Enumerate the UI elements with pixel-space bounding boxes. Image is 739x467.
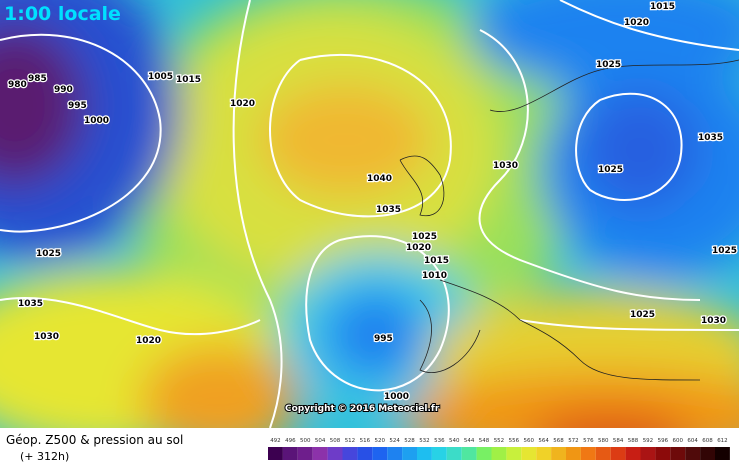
isobar-label: 1030 [34, 332, 59, 342]
isobar-label: 1015 [650, 2, 675, 12]
legend-swatch [372, 447, 388, 460]
legend-swatch [566, 447, 581, 460]
legend-label: 584 [613, 438, 624, 444]
isobar-label: 1035 [698, 133, 723, 143]
legend-swatch [431, 447, 447, 460]
isobar-label: 990 [54, 85, 73, 95]
legend-label: 528 [404, 438, 415, 444]
legend-swatch [402, 447, 417, 460]
isobar-label: 1020 [624, 18, 649, 28]
isobar-label: 1040 [367, 174, 392, 184]
legend-label: 552 [494, 438, 505, 444]
legend-label: 512 [345, 438, 356, 444]
legend-label: 524 [389, 438, 400, 444]
footer-lead: (+ 312h) [20, 450, 69, 463]
isobar-label: 1025 [712, 246, 737, 256]
coastlines [399, 59, 739, 381]
legend-label: 536 [434, 438, 445, 444]
isobar-label: 1000 [384, 392, 409, 402]
legend-label: 504 [315, 438, 326, 444]
isobar-lines [0, 0, 739, 428]
isobar-label: 1020 [230, 99, 255, 109]
legend-swatch [312, 447, 328, 460]
legend-swatch [342, 447, 358, 460]
legend-label: 520 [375, 438, 386, 444]
isobar-label: 1030 [493, 161, 518, 171]
legend-swatch [670, 447, 686, 460]
legend-label: 576 [583, 438, 594, 444]
legend-label: 568 [553, 438, 564, 444]
isobar-label: 1005 [148, 72, 173, 82]
legend-swatch [417, 447, 432, 460]
legend-swatch [491, 447, 507, 460]
legend-swatch [297, 447, 313, 460]
legend-label: 604 [687, 438, 698, 444]
copyright: Copyright © 2016 Meteociel.fr [285, 404, 440, 414]
legend-swatch [715, 447, 730, 460]
isobar-label: 1030 [701, 316, 726, 326]
legend-swatch [506, 447, 522, 460]
isobar-label: 1010 [422, 271, 447, 281]
legend-swatch [700, 447, 715, 460]
isobar-label: 1025 [596, 60, 621, 70]
legend-swatch [282, 447, 298, 460]
isobar-label: 1020 [406, 243, 431, 253]
legend-swatch [268, 447, 283, 460]
isobar-label: 985 [28, 74, 47, 84]
legend-swatch [595, 447, 611, 460]
legend-label: 516 [360, 438, 371, 444]
isobar-label: 1015 [424, 256, 449, 266]
footer-title: Géop. Z500 & pression au sol [6, 433, 183, 447]
isobar-label: 1025 [598, 165, 623, 175]
time-label: 1:00 locale [4, 3, 121, 25]
isobar-label: 1035 [376, 205, 401, 215]
legend-swatch [387, 447, 403, 460]
legend-label: 612 [717, 438, 728, 444]
isobar-label: 1035 [18, 299, 43, 309]
isobar-label: 1025 [36, 249, 61, 259]
legend-label: 508 [330, 438, 341, 444]
isobar-label: 1025 [630, 310, 655, 320]
legend-label: 496 [285, 438, 296, 444]
isobar-label: 1025 [412, 232, 437, 242]
legend-swatch [551, 447, 566, 460]
legend-label: 560 [524, 438, 535, 444]
legend-label: 592 [643, 438, 654, 444]
legend-swatch [655, 447, 671, 460]
legend-swatch [446, 447, 462, 460]
legend-label: 588 [628, 438, 639, 444]
legend-label: 608 [702, 438, 713, 444]
legend-label: 580 [598, 438, 609, 444]
legend-label: 548 [479, 438, 490, 444]
isobar-label: 980 [8, 80, 27, 90]
isobar-label: 1015 [176, 75, 201, 85]
legend-swatch [357, 447, 373, 460]
legend-swatch [580, 447, 596, 460]
legend-label: 600 [673, 438, 684, 444]
legend-label: 540 [449, 438, 460, 444]
legend-label: 500 [300, 438, 311, 444]
legend-label: 572 [568, 438, 579, 444]
legend-label: 596 [658, 438, 669, 444]
isobar-label: 1000 [84, 116, 109, 126]
legend-swatch [610, 447, 626, 460]
legend-swatch [327, 447, 343, 460]
isobar-label: 1020 [136, 336, 161, 346]
legend-swatch [685, 447, 701, 460]
legend-swatch [521, 447, 537, 460]
legend-label: 492 [270, 438, 281, 444]
legend-swatch [536, 447, 552, 460]
isobar-label: 995 [68, 101, 87, 111]
legend-swatch [640, 447, 656, 460]
legend-label: 532 [419, 438, 430, 444]
legend-label: 556 [509, 438, 520, 444]
isobar-label: 995 [374, 334, 393, 344]
legend-label: 564 [538, 438, 549, 444]
legend-label: 544 [464, 438, 475, 444]
legend-swatch [476, 447, 492, 460]
legend-swatch [461, 447, 477, 460]
legend-swatch [625, 447, 641, 460]
